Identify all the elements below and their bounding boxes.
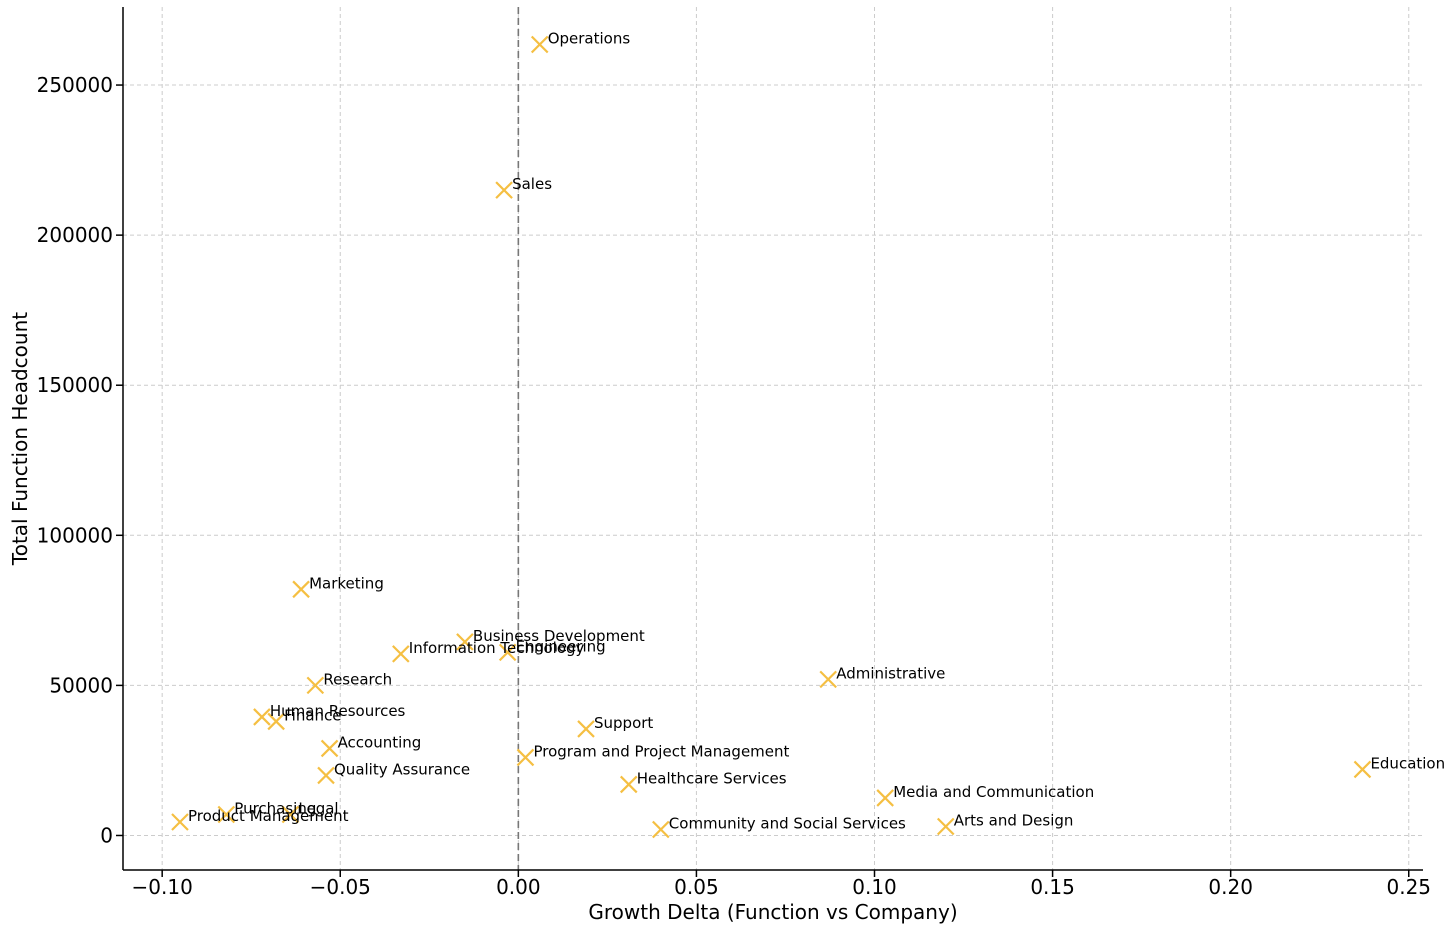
y-tick-label: 200000: [37, 223, 113, 247]
ticks-layer: −0.10 −0.05 0.00 0.05 0.10 0.15 0.20 0.25 0 50000…: [37, 73, 1431, 899]
data-point: [577, 720, 595, 738]
data-point: [253, 708, 271, 726]
grid-layer: [123, 7, 1423, 870]
data-point-label: Operations: [548, 30, 631, 48]
points-layer: [171, 35, 1372, 839]
y-tick-label: 0: [100, 823, 113, 847]
data-point-label: Sales: [512, 175, 552, 193]
y-tick-label: 50000: [49, 673, 113, 697]
data-point-label: Product Management: [188, 807, 349, 825]
data-point-label: Administrative: [836, 664, 945, 682]
data-point-label: Arts and Design: [954, 811, 1074, 829]
data-point-label: Media and Communication: [893, 783, 1094, 801]
data-point-label: Program and Project Management: [533, 742, 789, 760]
data-point: [281, 805, 300, 824]
data-point-label: Education: [1370, 754, 1445, 772]
data-point: [936, 817, 955, 836]
data-point-label: Research: [323, 670, 392, 688]
x-tick-label: 0.10: [852, 875, 897, 899]
data-point-label: Information Technology: [409, 639, 585, 657]
data-point: [456, 633, 474, 651]
data-point-label: Healthcare Services: [637, 769, 787, 787]
axes-layer: [122, 7, 1423, 871]
data-point: [495, 181, 513, 199]
data-point-label: Engineering: [516, 637, 606, 655]
y-tick-label: 150000: [37, 373, 113, 397]
data-point: [530, 35, 549, 54]
x-axis-title: Growth Delta (Function vs Company): [588, 900, 957, 924]
x-tick-label: −0.10: [132, 875, 193, 899]
data-point: [217, 805, 236, 824]
data-point: [392, 645, 410, 663]
data-point: [306, 676, 325, 695]
y-tick-label: 250000: [37, 73, 113, 97]
data-point: [498, 643, 517, 662]
data-point-label: Community and Social Services: [669, 814, 906, 832]
x-tick-label: 0.05: [674, 875, 719, 899]
data-point-label: Purchasing: [234, 799, 316, 817]
data-point-label: Support: [594, 714, 653, 732]
data-point: [267, 712, 285, 731]
data-point: [516, 748, 535, 767]
x-tick-label: 0.00: [496, 875, 541, 899]
x-tick-label: −0.05: [310, 875, 371, 899]
data-point-label: Business Development: [473, 627, 645, 645]
data-point: [171, 813, 189, 831]
data-point: [317, 766, 335, 785]
x-tick-label: 0.25: [1386, 875, 1431, 899]
x-tick-label: 0.15: [1030, 875, 1075, 899]
data-point: [619, 775, 638, 794]
data-point: [1353, 760, 1372, 779]
data-point-label: Quality Assurance: [334, 760, 470, 778]
y-tick-label: 100000: [37, 523, 113, 547]
data-point-label: Finance: [284, 706, 341, 724]
y-axis-title: Total Function Headcount: [8, 312, 32, 566]
data-point: [819, 670, 837, 689]
data-point: [292, 580, 310, 599]
point-labels-layer: Operations Sales Marketing Business Develop…: [188, 30, 1445, 833]
data-point: [876, 789, 894, 807]
x-tick-label: 0.20: [1208, 875, 1253, 899]
data-point-label: Human Resources: [270, 702, 406, 720]
data-point: [320, 739, 339, 758]
data-point-label: Accounting: [338, 733, 422, 751]
data-point-label: Legal: [298, 799, 338, 817]
data-point-label: Marketing: [309, 574, 384, 592]
data-point: [652, 820, 670, 839]
